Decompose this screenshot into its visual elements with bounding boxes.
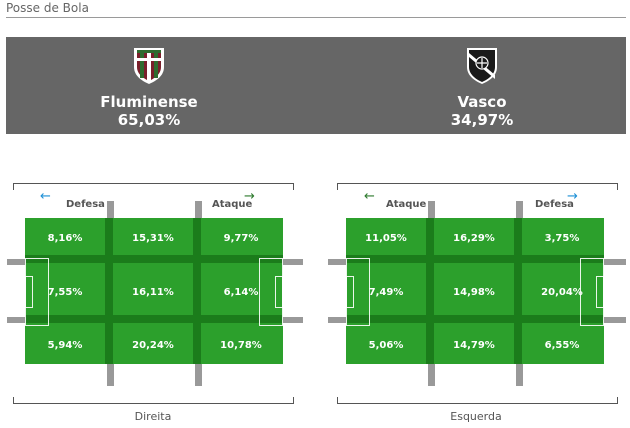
zone-value: 15,31% [132, 233, 174, 244]
pitch-line [426, 218, 434, 364]
divider-tick [7, 259, 25, 265]
side-label: Esquerda [450, 410, 502, 423]
fluminense-crest-icon [134, 48, 164, 84]
divider-tick [516, 201, 523, 218]
pitch: 11,05% 16,29% 3,75% 7,49% 14,98% 20,04% … [346, 218, 604, 364]
divider-tick [604, 259, 626, 265]
team-name: Fluminense [100, 93, 198, 111]
divider-tick [328, 259, 346, 265]
divider-tick [428, 201, 435, 218]
zone-label-right: Ataque [212, 199, 253, 210]
team-name: Vasco [457, 93, 507, 111]
zone-value: 6,14% [223, 287, 259, 298]
divider-tick [195, 364, 202, 386]
top-bracket [13, 183, 294, 190]
goal-area-left [346, 276, 354, 308]
pitch-line [346, 315, 604, 323]
zone-label-left: Defesa [66, 199, 105, 210]
zone-label-right: Defesa [535, 199, 574, 210]
title-divider [6, 17, 626, 18]
pitch-line [25, 315, 283, 323]
bottom-bracket [13, 397, 294, 404]
divider-tick [195, 201, 202, 218]
side-label: Direita [134, 410, 172, 423]
team-possession: 34,97% [450, 111, 514, 129]
goal-area-right [596, 276, 604, 308]
zone-value: 3,75% [544, 233, 580, 244]
zone-value: 14,98% [453, 287, 495, 298]
divider-tick [604, 317, 626, 323]
pitch-line [105, 218, 113, 364]
section-title: Posse de Bola [6, 1, 89, 15]
zone-value: 16,11% [132, 287, 174, 298]
arrow-right-icon: → [244, 189, 255, 204]
arrow-left-icon: ← [40, 189, 51, 204]
top-bracket [337, 183, 618, 190]
team-possession: 65,03% [117, 111, 181, 129]
zone-value: 14,79% [453, 340, 495, 351]
goal-area-right [275, 276, 283, 308]
goal-area-left [25, 276, 33, 308]
zone-value: 8,16% [47, 233, 83, 244]
zone-value: 10,78% [220, 340, 262, 351]
team-home: Fluminense 65,03% [49, 45, 249, 129]
divider-tick [7, 317, 25, 323]
divider-tick [283, 317, 303, 323]
arrow-right-icon: → [567, 189, 578, 204]
zone-value: 7,49% [368, 287, 404, 298]
zone-value: 9,77% [223, 233, 259, 244]
pitch-line [514, 218, 522, 364]
divider-tick [428, 364, 435, 386]
bottom-bracket [337, 397, 618, 404]
possession-banner: Fluminense 65,03% Vasco 34,97% [6, 37, 626, 134]
vasco-crest-icon [467, 48, 497, 84]
divider-tick [283, 259, 303, 265]
divider-tick [107, 201, 114, 218]
zone-value: 7,55% [47, 287, 83, 298]
zone-value: 16,29% [453, 233, 495, 244]
zone-value: 5,06% [368, 340, 404, 351]
zone-value: 20,24% [132, 340, 174, 351]
zone-label-left: Ataque [386, 199, 427, 210]
zone-value: 6,55% [544, 340, 580, 351]
zone-value: 11,05% [365, 233, 407, 244]
zone-value: 5,94% [47, 340, 83, 351]
divider-tick [516, 364, 523, 386]
pitch: 8,16% 15,31% 9,77% 7,55% 16,11% 6,14% 5,… [25, 218, 283, 364]
pitch-line [25, 255, 283, 263]
pitch-line [193, 218, 201, 364]
pitch-line [346, 255, 604, 263]
zone-value: 20,04% [541, 287, 583, 298]
divider-tick [328, 317, 346, 323]
divider-tick [107, 364, 114, 386]
arrow-left-icon: ← [364, 189, 375, 204]
team-away: Vasco 34,97% [382, 45, 582, 129]
